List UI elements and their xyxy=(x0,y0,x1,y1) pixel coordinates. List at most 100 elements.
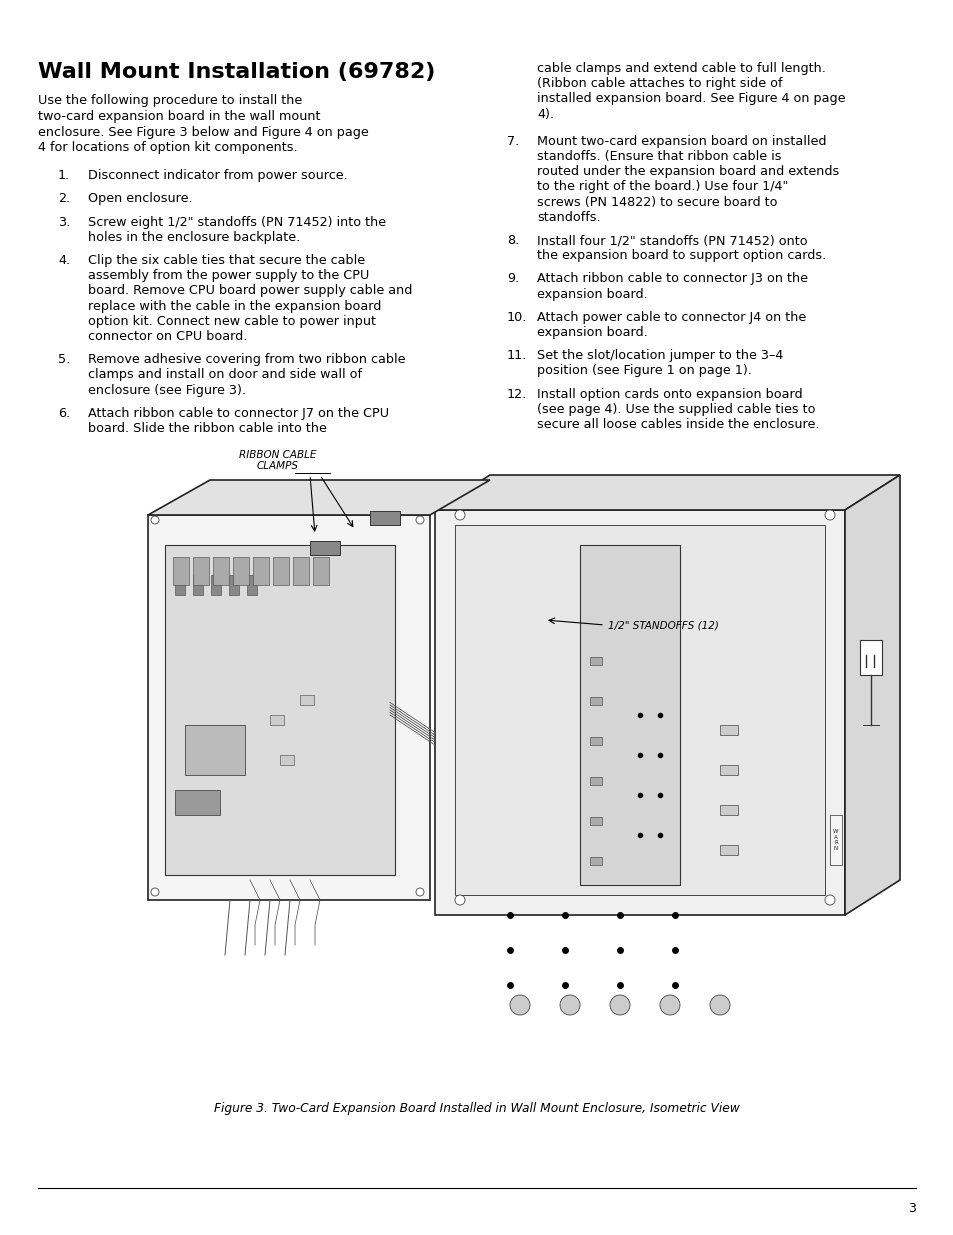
Text: standoffs.: standoffs. xyxy=(537,211,600,224)
Text: enclosure. See Figure 3 below and Figure 4 on page: enclosure. See Figure 3 below and Figure… xyxy=(38,126,369,138)
Text: two-card expansion board in the wall mount: two-card expansion board in the wall mou… xyxy=(38,110,320,122)
Bar xyxy=(165,545,395,876)
Bar xyxy=(720,764,738,776)
Text: 6.: 6. xyxy=(58,406,71,420)
Text: routed under the expansion board and extends: routed under the expansion board and ext… xyxy=(537,165,839,178)
Bar xyxy=(213,557,229,585)
Circle shape xyxy=(824,895,834,905)
Bar xyxy=(313,557,329,585)
Bar xyxy=(579,545,679,885)
Text: Figure 3. Two-Card Expansion Board Installed in Wall Mount Enclosure, Isometric : Figure 3. Two-Card Expansion Board Insta… xyxy=(213,1102,740,1115)
Bar xyxy=(589,697,601,705)
Bar xyxy=(229,576,239,595)
Bar xyxy=(211,576,221,595)
Text: option kit. Connect new cable to power input: option kit. Connect new cable to power i… xyxy=(88,315,375,327)
Text: to the right of the board.) Use four 1/4": to the right of the board.) Use four 1/4… xyxy=(537,180,787,194)
Text: Set the slot/location jumper to the 3–4: Set the slot/location jumper to the 3–4 xyxy=(537,350,782,362)
Text: Wall Mount Installation (69782): Wall Mount Installation (69782) xyxy=(38,62,435,82)
Bar xyxy=(193,557,209,585)
Bar xyxy=(233,557,249,585)
Bar xyxy=(859,640,882,676)
Text: 4.: 4. xyxy=(58,254,71,267)
Polygon shape xyxy=(148,480,490,515)
Text: screws (PN 14822) to secure board to: screws (PN 14822) to secure board to xyxy=(537,195,777,209)
Text: holes in the enclosure backplate.: holes in the enclosure backplate. xyxy=(88,231,300,243)
Text: replace with the cable in the expansion board: replace with the cable in the expansion … xyxy=(88,300,381,312)
Text: installed expansion board. See Figure 4 on page: installed expansion board. See Figure 4 … xyxy=(537,93,844,105)
Bar xyxy=(589,737,601,745)
Text: cable clamps and extend cable to full length.: cable clamps and extend cable to full le… xyxy=(537,62,825,75)
Text: RIBBON CABLE: RIBBON CABLE xyxy=(239,450,316,459)
Text: Clip the six cable ties that secure the cable: Clip the six cable ties that secure the … xyxy=(88,254,365,267)
Text: 1/2" STANDOFFS (12): 1/2" STANDOFFS (12) xyxy=(607,620,719,630)
Bar xyxy=(310,541,339,555)
Text: standoffs. (Ensure that ribbon cable is: standoffs. (Ensure that ribbon cable is xyxy=(537,149,781,163)
Polygon shape xyxy=(435,510,844,915)
Polygon shape xyxy=(435,475,899,510)
Bar xyxy=(299,695,314,705)
Bar xyxy=(185,725,245,776)
Circle shape xyxy=(455,510,464,520)
Text: 10.: 10. xyxy=(506,311,527,324)
Text: Install option cards onto expansion board: Install option cards onto expansion boar… xyxy=(537,388,801,400)
Polygon shape xyxy=(148,515,430,900)
Bar xyxy=(120,480,833,1091)
Text: position (see Figure 1 on page 1).: position (see Figure 1 on page 1). xyxy=(537,364,751,378)
Bar xyxy=(720,845,738,855)
Text: Use the following procedure to install the: Use the following procedure to install t… xyxy=(38,94,302,107)
Bar xyxy=(293,557,309,585)
Text: board. Slide the ribbon cable into the: board. Slide the ribbon cable into the xyxy=(88,422,327,435)
Text: W
A
R
N: W A R N xyxy=(832,829,838,851)
Bar xyxy=(589,777,601,785)
Text: (Ribbon cable attaches to right side of: (Ribbon cable attaches to right side of xyxy=(537,78,781,90)
Text: 12.: 12. xyxy=(506,388,527,400)
Text: 7.: 7. xyxy=(506,135,518,148)
Text: 4).: 4). xyxy=(537,107,554,121)
Text: connector on CPU board.: connector on CPU board. xyxy=(88,330,247,343)
Text: the expansion board to support option cards.: the expansion board to support option ca… xyxy=(537,249,825,262)
Text: CLAMPS: CLAMPS xyxy=(256,461,298,471)
Circle shape xyxy=(151,888,159,897)
Text: (see page 4). Use the supplied cable ties to: (see page 4). Use the supplied cable tie… xyxy=(537,403,815,416)
Bar xyxy=(270,715,284,725)
Circle shape xyxy=(416,516,423,524)
Text: Mount two-card expansion board on installed: Mount two-card expansion board on instal… xyxy=(537,135,825,148)
Bar xyxy=(829,815,841,864)
Bar xyxy=(589,857,601,864)
Text: Install four 1/2" standoffs (PN 71452) onto: Install four 1/2" standoffs (PN 71452) o… xyxy=(537,233,807,247)
Text: 3.: 3. xyxy=(58,216,71,228)
Text: Remove adhesive covering from two ribbon cable: Remove adhesive covering from two ribbon… xyxy=(88,353,405,367)
Bar xyxy=(174,576,185,595)
Text: Open enclosure.: Open enclosure. xyxy=(88,193,193,205)
Text: Attach power cable to connector J4 on the: Attach power cable to connector J4 on th… xyxy=(537,311,805,324)
Text: assembly from the power supply to the CPU: assembly from the power supply to the CP… xyxy=(88,269,369,283)
Circle shape xyxy=(151,516,159,524)
Circle shape xyxy=(659,995,679,1015)
Bar xyxy=(193,576,203,595)
Text: expansion board.: expansion board. xyxy=(537,326,647,338)
Bar xyxy=(247,576,256,595)
Circle shape xyxy=(455,895,464,905)
Bar xyxy=(720,805,738,815)
Circle shape xyxy=(416,888,423,897)
Bar xyxy=(280,755,294,764)
Bar xyxy=(172,557,189,585)
Bar xyxy=(589,818,601,825)
Bar xyxy=(253,557,269,585)
Bar xyxy=(273,557,289,585)
Bar xyxy=(720,725,738,735)
Circle shape xyxy=(510,995,530,1015)
Bar xyxy=(174,790,220,815)
Text: 4 for locations of option kit components.: 4 for locations of option kit components… xyxy=(38,141,297,154)
Bar xyxy=(589,657,601,664)
Circle shape xyxy=(824,510,834,520)
Text: 2.: 2. xyxy=(58,193,71,205)
Text: Screw eight 1/2" standoffs (PN 71452) into the: Screw eight 1/2" standoffs (PN 71452) in… xyxy=(88,216,386,228)
Bar xyxy=(455,525,824,895)
Text: Attach ribbon cable to connector J3 on the: Attach ribbon cable to connector J3 on t… xyxy=(537,273,807,285)
Circle shape xyxy=(609,995,629,1015)
Text: board. Remove CPU board power supply cable and: board. Remove CPU board power supply cab… xyxy=(88,284,412,298)
Text: 11.: 11. xyxy=(506,350,527,362)
Text: 5.: 5. xyxy=(58,353,71,367)
Text: secure all loose cables inside the enclosure.: secure all loose cables inside the enclo… xyxy=(537,417,819,431)
